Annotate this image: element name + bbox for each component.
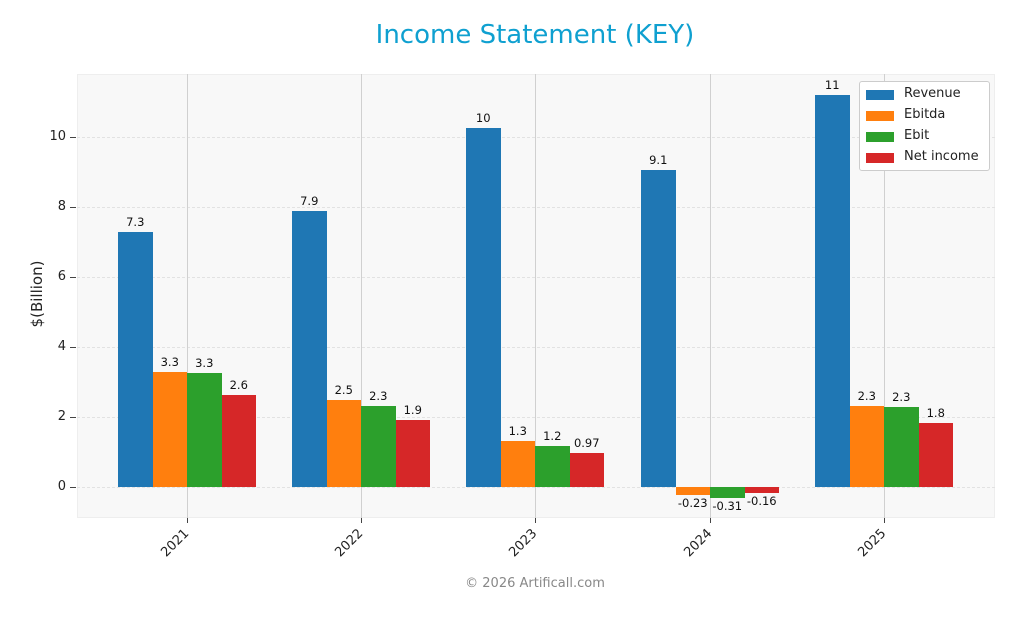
bar-revenue-2022: [292, 210, 327, 487]
bar-ebitda-2021: [152, 371, 187, 487]
h-gridline: [77, 277, 995, 278]
bar-value-label: 2.3: [892, 389, 911, 404]
bar-ebitda-2024: [675, 487, 710, 496]
bar-value-label: 7.3: [126, 214, 145, 229]
x-tick-mark: [361, 518, 362, 523]
y-axis-label: $(Billion): [28, 260, 46, 328]
bar-ebit-2024: [710, 487, 745, 498]
x-tick-label: 2025: [855, 526, 890, 561]
legend-swatch-net-income: [866, 153, 894, 163]
bar-value-label: -0.31: [712, 498, 743, 513]
bar-ebit-2025: [884, 406, 919, 487]
bar-ebit-2023: [535, 446, 570, 487]
y-tick-mark: [70, 137, 76, 138]
y-tick-label: 4: [57, 339, 66, 354]
bar-value-label: 2.5: [334, 382, 353, 397]
legend-swatch-revenue: [866, 90, 894, 100]
x-tick-label: 2022: [332, 526, 367, 561]
y-tick-mark: [70, 207, 76, 208]
bar-ebitda-2023: [500, 441, 535, 487]
x-tick-mark: [710, 518, 711, 523]
bar-value-label: 3.3: [195, 355, 214, 370]
bar-value-label: 1.9: [403, 403, 422, 418]
y-tick-label: 0: [57, 479, 66, 494]
v-gridline: [884, 74, 885, 518]
bar-value-label: 3.3: [160, 354, 179, 369]
x-tick-label: 2024: [681, 526, 716, 561]
bar-ebit-2022: [361, 406, 396, 487]
bar-value-label: 10: [475, 110, 491, 125]
bar-value-label: 1.3: [508, 424, 527, 439]
bar-net-income-2023: [569, 453, 604, 487]
y-tick-mark: [70, 487, 76, 488]
x-tick-mark: [535, 518, 536, 523]
bar-value-label: -0.16: [746, 493, 777, 508]
legend-swatch-ebit: [866, 132, 894, 142]
x-tick-mark: [187, 518, 188, 523]
bar-value-label: 9.1: [649, 152, 668, 167]
v-gridline: [710, 74, 711, 518]
y-tick-mark: [70, 277, 76, 278]
bar-net-income-2021: [221, 394, 256, 487]
h-gridline: [77, 137, 995, 138]
bar-net-income-2024: [744, 487, 779, 493]
bar-ebitda-2025: [849, 406, 884, 487]
legend: Revenue Ebitda Ebit Net income: [859, 81, 990, 171]
h-gridline: [77, 487, 995, 488]
x-tick-mark: [884, 518, 885, 523]
y-tick-label: 6: [57, 269, 66, 284]
bar-value-label: 1.2: [543, 429, 562, 444]
h-gridline: [77, 417, 995, 418]
y-tick-label: 2: [57, 409, 66, 424]
chart-title: Income Statement (KEY): [375, 20, 695, 50]
bar-ebit-2021: [187, 372, 222, 487]
y-tick-mark: [70, 417, 76, 418]
copyright-footer: © 2026 Artificall.com: [465, 576, 605, 591]
bar-revenue-2024: [641, 169, 676, 487]
bar-value-label: 7.9: [300, 193, 319, 208]
y-tick-label: 8: [57, 199, 66, 214]
x-tick-label: 2021: [158, 526, 193, 561]
bar-value-label: 11: [824, 78, 840, 92]
bar-ebitda-2022: [326, 399, 361, 487]
bar-revenue-2021: [118, 231, 153, 487]
v-gridline: [361, 74, 362, 518]
bar-value-label: 2.6: [229, 377, 248, 392]
x-tick-label: 2023: [506, 526, 541, 561]
bar-value-label: 0.97: [573, 436, 600, 451]
legend-swatch-ebitda: [866, 111, 894, 121]
h-gridline: [77, 207, 995, 208]
bar-value-label: 2.3: [369, 389, 388, 404]
bar-value-label: -0.23: [677, 496, 708, 511]
y-tick-label: 10: [49, 129, 66, 144]
bar-revenue-2025: [815, 95, 850, 487]
bar-net-income-2022: [395, 420, 430, 487]
bar-value-label: 1.8: [926, 405, 945, 420]
bar-revenue-2023: [466, 127, 501, 487]
v-gridline: [187, 74, 188, 518]
h-gridline: [77, 347, 995, 348]
bar-net-income-2025: [918, 422, 953, 487]
y-tick-mark: [70, 347, 76, 348]
bar-value-label: 2.3: [857, 389, 876, 404]
v-gridline: [535, 74, 536, 518]
